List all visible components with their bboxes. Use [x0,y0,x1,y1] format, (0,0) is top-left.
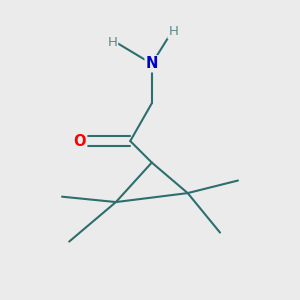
Text: H: H [107,36,117,49]
Text: N: N [146,56,158,71]
Text: H: H [168,25,178,38]
Text: O: O [74,134,86,148]
